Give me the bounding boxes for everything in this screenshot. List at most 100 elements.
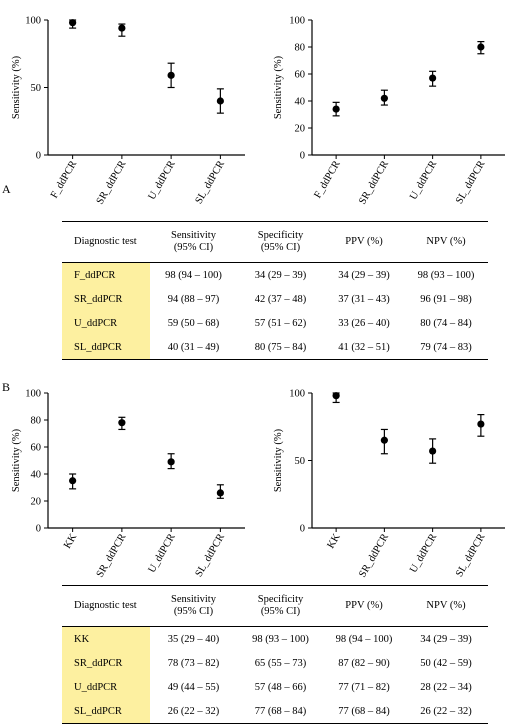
x-tick-label: F_ddPCR — [49, 159, 79, 200]
table-cell: 26 (22 – 32) — [404, 699, 488, 724]
panel-letter-a: A — [2, 182, 11, 196]
y-tick-label: 40 — [295, 97, 306, 108]
x-tick-label: U_ddPCR — [408, 532, 439, 575]
x-tick-label: SL_ddPCR — [194, 532, 227, 579]
y-tick-label: 100 — [289, 16, 305, 27]
table-cell: 57 (48 – 66) — [254, 681, 307, 693]
row-test-name: SL_ddPCR — [62, 699, 150, 724]
table-header-row: Diagnostic test Sensitivity (95% CI) Specif… — [62, 221, 488, 263]
table-cell: 40 (31 – 49) — [150, 335, 237, 360]
data-point — [332, 105, 340, 113]
data-point — [429, 447, 437, 455]
data-point — [332, 392, 340, 400]
y-tick-label: 0 — [36, 151, 41, 162]
y-tick-label: 0 — [36, 524, 41, 535]
x-tick-label: U_ddPCR — [147, 159, 178, 202]
table-cell: 59 (50 – 68) — [167, 317, 220, 329]
y-tick-label: 80 — [295, 43, 306, 54]
row-test-name: SR_ddPCR — [62, 651, 150, 675]
data-point — [216, 489, 224, 497]
table-header-cell: NPV (%) — [404, 221, 488, 263]
x-tick-label: SL_ddPCR — [194, 159, 227, 206]
y-tick-label: 20 — [31, 497, 42, 508]
table-row: F_ddPCR 98 (94 – 100) 34 (29 – 39) 34 (29 –… — [62, 262, 488, 287]
data-point — [69, 19, 77, 27]
table-header-cell: Specificity (95% CI) — [237, 585, 324, 627]
data-point — [380, 436, 388, 444]
y-tick-label: 0 — [300, 151, 305, 162]
table-row: U_ddPCR 59 (50 – 68) 57 (51 – 62) 33 (26 – … — [62, 311, 488, 335]
panel-letter-b: B — [2, 380, 11, 394]
row-test-name: KK — [62, 626, 150, 651]
table-cell: 79 (74 – 83) — [404, 335, 488, 360]
table-cell: 77 (71 – 82) — [338, 681, 390, 693]
table-header-cell: NPV (%) — [404, 585, 488, 627]
table-cell: 96 (91 – 98) — [420, 293, 472, 305]
table-header-cell: Sensitivity (95% CI) — [150, 221, 237, 263]
data-point — [429, 74, 437, 82]
table-cell: 77 (68 – 84) — [324, 699, 404, 724]
chart-1: 0 50 100 Sensitivity (%) F_ddPCR SR_ddPCR U_dd… — [11, 16, 245, 206]
table-cell: 98 (94 – 100) — [335, 633, 393, 645]
row-test-name: U_ddPCR — [62, 675, 150, 699]
data-point — [167, 71, 175, 79]
table-cell: 80 (74 – 84) — [420, 317, 472, 329]
x-tick-label: SL_ddPCR — [454, 532, 487, 579]
x-tick-label: SL_ddPCR — [454, 159, 487, 206]
table-cell: 34 (29 – 39) — [420, 633, 472, 645]
table-cell: 77 (68 – 84) — [237, 699, 324, 724]
table-row: SL_ddPCR 40 (31 – 49) 80 (75 – 84) 41 (32 –… — [62, 335, 488, 360]
table-cell: 42 (37 – 48) — [254, 293, 307, 305]
y-tick-label: 60 — [295, 70, 306, 81]
y-tick-label: 40 — [31, 470, 42, 481]
table-row: SL_ddPCR 26 (22 – 32) 77 (68 – 84) 77 (68 –… — [62, 699, 488, 724]
table-cell: 57 (51 – 62) — [254, 317, 307, 329]
data-point — [477, 43, 485, 51]
chart-2: 0 20 40 60 80 100 Sensitivity (%) F_ddPCR SR_ddP… — [273, 16, 505, 206]
table-cell: 41 (32 – 51) — [324, 335, 404, 360]
y-tick-label: 50 — [31, 83, 42, 94]
table-row: SR_ddPCR 78 (73 – 82) 65 (55 – 73) 87 (82 –… — [62, 651, 488, 675]
y-tick-label: 50 — [295, 456, 306, 467]
data-point — [216, 97, 224, 105]
x-tick-label: SR_ddPCR — [357, 532, 391, 579]
chart-3: 0 20 40 60 80 100 Sensitivity (%) KK SR_ddPCR U_d… — [11, 389, 245, 579]
y-tick-label: 80 — [31, 416, 42, 427]
data-point — [380, 94, 388, 102]
x-tick-label: SR_ddPCR — [95, 159, 129, 206]
y-axis-label: Sensitivity (%) — [11, 55, 22, 119]
y-axis-label: Sensitivity (%) — [273, 428, 284, 492]
table-cell: 50 (42 – 59) — [420, 657, 472, 669]
table-cell: 33 (26 – 40) — [338, 317, 390, 329]
diagnostic-table-b: Diagnostic test Sensitivity (95% CI) Specif… — [62, 585, 488, 724]
table-cell: 35 (29 – 40) — [167, 633, 220, 645]
data-point — [118, 24, 126, 32]
table-cell: 94 (88 – 97) — [167, 293, 220, 305]
table-cell: 98 (93 – 100) — [417, 269, 475, 281]
table-header-cell: Diagnostic test — [62, 221, 150, 263]
table-header-cell: PPV (%) — [324, 221, 404, 263]
chart-4: 0 50 100 Sensitivity (%) KK SR_ddPCR U_ddPCR SL… — [273, 389, 505, 579]
row-test-name: U_ddPCR — [62, 311, 150, 335]
table-cell: 49 (44 – 55) — [167, 681, 220, 693]
x-tick-label: SR_ddPCR — [357, 159, 391, 206]
x-tick-label: F_ddPCR — [312, 159, 342, 200]
table-cell: 98 (94 – 100) — [165, 269, 222, 281]
y-tick-label: 0 — [300, 524, 305, 535]
diagnostic-table-a: Diagnostic test Sensitivity (95% CI) Specif… — [62, 221, 488, 360]
table-cell: 98 (93 – 100) — [252, 633, 309, 645]
x-tick-label: SR_ddPCR — [95, 532, 129, 579]
x-tick-label: KK — [62, 532, 79, 551]
data-point — [69, 477, 77, 485]
table-row: U_ddPCR 49 (44 – 55) 57 (48 – 66) 77 (71 – … — [62, 675, 488, 699]
table-cell: 26 (22 – 32) — [150, 699, 237, 724]
table-row: SR_ddPCR 94 (88 – 97) 42 (37 – 48) 37 (31 –… — [62, 287, 488, 311]
y-axis-label: Sensitivity (%) — [273, 55, 284, 119]
y-tick-label: 100 — [289, 389, 305, 400]
data-point — [477, 420, 485, 428]
row-test-name: SL_ddPCR — [62, 335, 150, 360]
y-tick-label: 100 — [25, 389, 41, 400]
table-header-row: Diagnostic test Sensitivity (95% CI) Specif… — [62, 585, 488, 627]
table-cell: 37 (31 – 43) — [338, 293, 390, 305]
